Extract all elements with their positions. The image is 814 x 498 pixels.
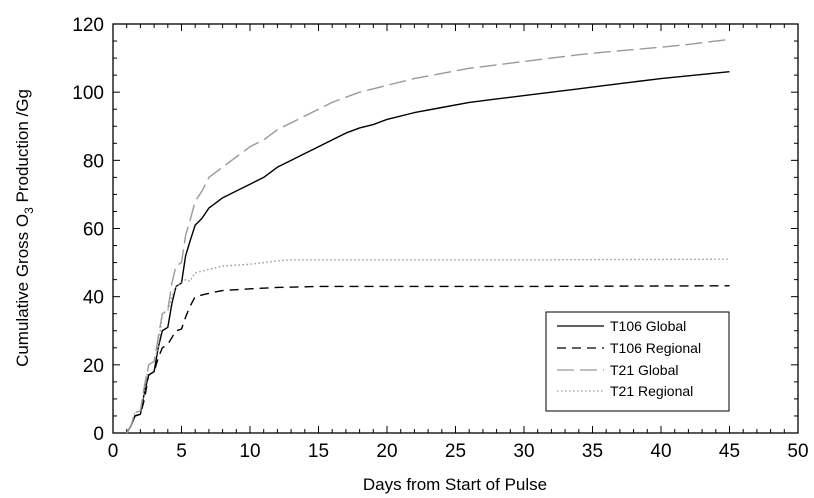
y-axis-title-part1: Cumulative Gross O (13, 214, 32, 367)
axis-ticks: 0 5 10 15 20 25 30 35 40 45 50 0 20 40 60 80 100 120 (72, 15, 808, 462)
legend-label-t106-global: T106 Global (610, 318, 686, 334)
y-tick-label: 80 (83, 151, 104, 172)
legend: T106 Global T106 Regional T21 Global T21… (545, 311, 730, 412)
x-tick-label: 20 (376, 441, 397, 462)
series-line-t106-global (126, 71, 730, 434)
x-tick-label: 0 (108, 441, 119, 462)
x-tick-label: 15 (308, 441, 329, 462)
y-tick-label: 40 (83, 288, 104, 309)
legend-label-t106-regional: T106 Regional (610, 340, 701, 356)
x-tick-label: 50 (787, 441, 808, 462)
x-tick-label: 5 (176, 441, 187, 462)
y-tick-label: 120 (72, 15, 104, 36)
x-tick-label: 40 (650, 441, 671, 462)
y-axis-title: Cumulative Gross O3 Production /Gg (13, 89, 36, 367)
x-tick-label: 25 (445, 441, 466, 462)
x-tick-label: 10 (239, 441, 260, 462)
y-axis-title-part2: Production /Gg (13, 89, 32, 207)
series-line-t106-regional (126, 285, 730, 434)
y-tick-label: 60 (83, 220, 104, 241)
series-line-t21-global (126, 38, 730, 434)
x-tick-label: 45 (719, 441, 740, 462)
x-axis-title: Days from Start of Pulse (363, 475, 547, 494)
y-axis-title-subscript: 3 (22, 207, 36, 214)
series-layer (126, 38, 730, 434)
legend-label-t21-global: T21 Global (610, 362, 678, 378)
legend-label-t21-regional: T21 Regional (610, 383, 693, 399)
y-tick-label: 0 (93, 424, 104, 445)
x-tick-label: 30 (513, 441, 534, 462)
x-tick-label: 35 (582, 441, 603, 462)
y-tick-label: 100 (72, 83, 104, 104)
y-tick-label: 20 (83, 356, 104, 377)
legend-box (545, 311, 730, 412)
